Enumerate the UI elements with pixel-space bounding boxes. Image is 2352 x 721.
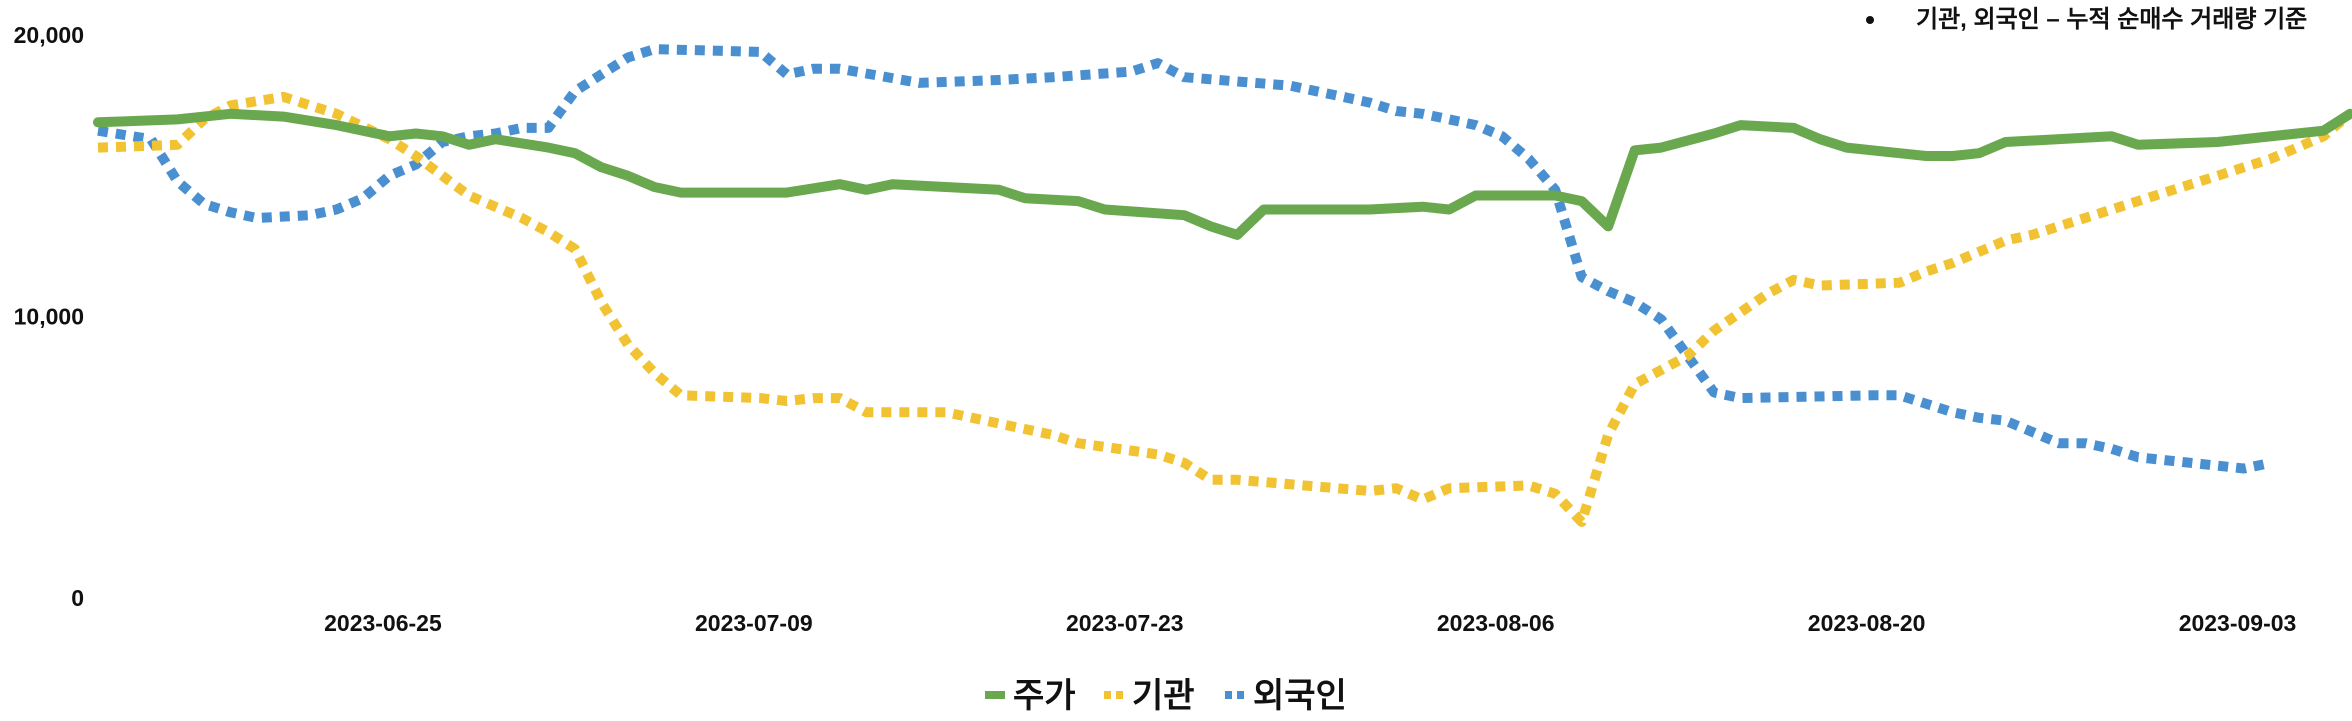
x-tick-label: 2023-06-25 xyxy=(324,610,442,636)
x-tick-label: 2023-07-23 xyxy=(1066,610,1184,636)
y-axis: 0 10,000 20,000 xyxy=(14,22,84,611)
x-axis: 2023-06-25 2023-07-09 2023-07-23 2023-08-06… xyxy=(324,610,2296,636)
chart-note-text: 기관, 외국인 – 누적 순매수 거래량 기준 xyxy=(1916,6,2307,33)
note-bullet-icon xyxy=(1866,16,1874,24)
series-line-0 xyxy=(93,108,2352,240)
x-tick-label: 2023-07-09 xyxy=(695,610,813,636)
series-line-2 xyxy=(97,44,2272,474)
x-tick-label: 2023-09-03 xyxy=(2179,610,2297,636)
chart-note: 기관, 외국인 – 누적 순매수 거래량 기준 xyxy=(1866,6,2307,33)
y-tick-label: 0 xyxy=(71,585,84,611)
series-line-1 xyxy=(97,91,2352,527)
y-tick-label: 10,000 xyxy=(14,304,84,330)
series-layer xyxy=(93,44,2352,527)
x-tick-label: 2023-08-06 xyxy=(1437,610,1555,636)
legend-label-2: 외국인 xyxy=(1253,677,1347,715)
legend-label-0: 주가 xyxy=(1013,677,1076,715)
legend-label-1: 기관 xyxy=(1132,677,1195,715)
y-tick-label: 20,000 xyxy=(14,22,84,48)
legend: 주가 기관 외국인 xyxy=(985,677,1347,715)
x-tick-label: 2023-08-20 xyxy=(1808,610,1926,636)
